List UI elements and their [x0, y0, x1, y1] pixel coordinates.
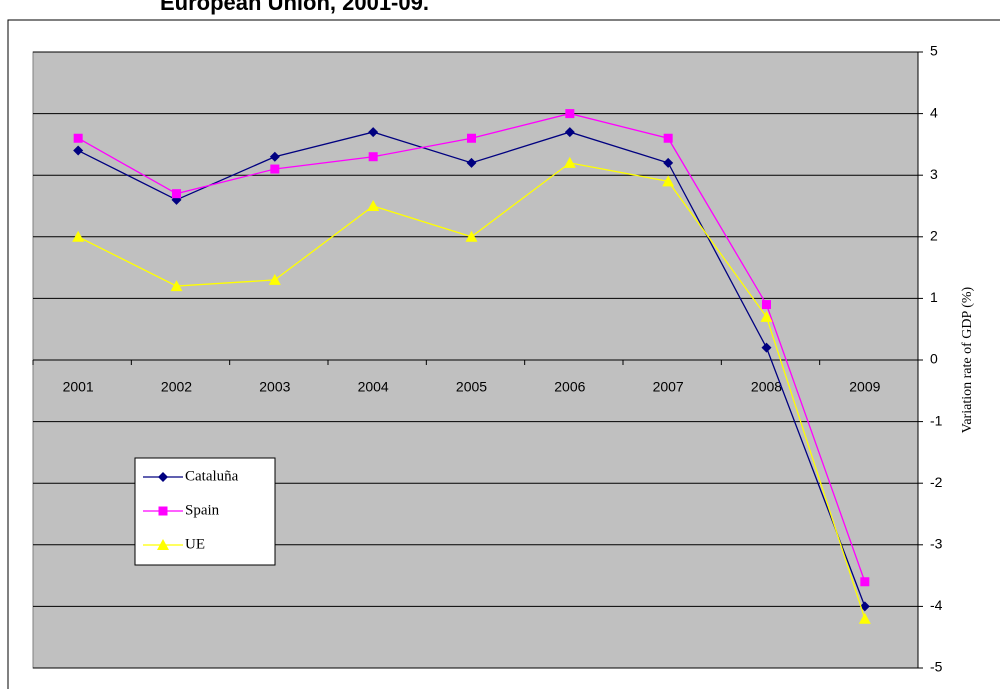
marker — [73, 145, 84, 156]
y-tick-label: 4 — [930, 104, 938, 120]
marker — [860, 577, 870, 587]
y-tick-label: 3 — [930, 166, 938, 182]
marker — [760, 310, 773, 322]
legend-label: UE — [185, 536, 205, 552]
marker — [367, 200, 380, 211]
legend-marker — [157, 539, 169, 550]
marker — [368, 127, 379, 138]
marker — [761, 342, 772, 353]
legend-label: Spain — [185, 502, 220, 518]
marker — [858, 612, 871, 624]
marker — [564, 127, 575, 138]
x-tick-label: 2004 — [358, 379, 389, 395]
y-tick-label: -4 — [930, 597, 943, 613]
marker — [467, 133, 476, 143]
marker — [663, 157, 674, 168]
marker — [170, 280, 183, 292]
x-tick-label: 2003 — [259, 379, 290, 395]
marker — [268, 273, 281, 285]
legend-label: Cataluña — [185, 468, 239, 484]
legend-marker — [158, 472, 168, 482]
marker — [72, 230, 85, 242]
y-tick-label: -5 — [930, 659, 943, 675]
y-tick-label: 0 — [930, 351, 938, 367]
x-tick-label: 2006 — [554, 379, 585, 395]
y-tick-label: 1 — [930, 289, 938, 305]
y-tick-label: 5 — [930, 43, 938, 59]
y-tick-label: -2 — [930, 474, 943, 490]
marker — [859, 601, 870, 612]
marker — [368, 152, 378, 162]
marker — [269, 151, 280, 162]
y-axis-label: Variation rate of GDP (%) — [960, 286, 975, 433]
x-tick-label: 2007 — [653, 379, 684, 395]
marker — [662, 175, 675, 187]
marker — [762, 300, 771, 310]
y-tick-label: -1 — [930, 412, 943, 428]
legend-marker — [158, 506, 168, 516]
x-tick-label: 2001 — [63, 379, 94, 395]
y-tick-label: -3 — [930, 536, 943, 552]
marker — [663, 133, 673, 143]
marker — [172, 189, 181, 199]
x-tick-label: 2008 — [751, 379, 782, 395]
marker — [565, 109, 575, 119]
marker — [466, 157, 477, 168]
x-tick-label: 2009 — [849, 379, 880, 395]
marker — [563, 156, 576, 168]
x-tick-label: 2002 — [161, 379, 192, 395]
x-tick-label: 2005 — [456, 379, 487, 395]
marker — [465, 230, 478, 242]
chart-title: European Union, 2001-09. — [160, 0, 429, 15]
y-tick-label: 2 — [930, 228, 938, 244]
marker — [270, 164, 280, 174]
marker — [73, 133, 83, 143]
